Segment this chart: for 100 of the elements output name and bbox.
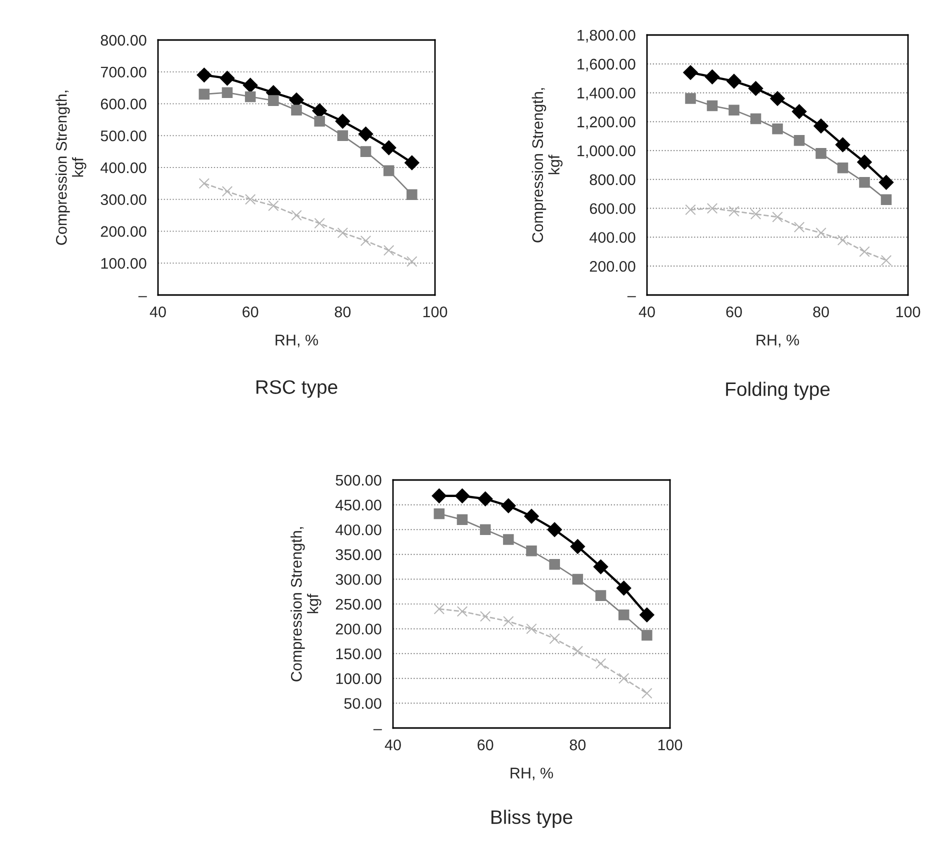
point: [878, 174, 894, 190]
point: [198, 88, 210, 100]
point: [478, 491, 493, 506]
point: [383, 244, 394, 256]
point: [880, 194, 892, 206]
point: [526, 623, 537, 634]
point: [685, 204, 696, 216]
point: [618, 610, 630, 620]
y-tick-label: 200.00: [590, 260, 636, 272]
x-tick-label: 60: [726, 306, 742, 318]
point: [337, 227, 348, 238]
point: [222, 186, 233, 197]
y-tick-label: –: [373, 729, 382, 730]
y-tick-label: 700.00: [100, 66, 146, 78]
point: [595, 590, 606, 601]
x-tick-label: 60: [478, 740, 494, 750]
point: [837, 162, 848, 174]
point: [859, 246, 870, 258]
y-tick-label: 300.00: [100, 194, 146, 206]
y-tick-label: 250.00: [336, 598, 382, 610]
point: [772, 212, 783, 222]
point: [814, 118, 828, 134]
y-tick-label: 400.00: [336, 524, 382, 536]
y-tick-label: 1,200.00: [578, 116, 636, 130]
y-tick-label: 500.00: [336, 474, 382, 486]
point: [406, 256, 418, 267]
point: [335, 114, 350, 129]
point: [220, 70, 235, 86]
y-tick-label: 400.00: [100, 162, 146, 174]
text: Folding type: [726, 382, 830, 400]
x-tick-label: 40: [384, 740, 401, 750]
point: [880, 254, 892, 266]
point: [728, 104, 740, 116]
point: [859, 176, 870, 188]
point: [570, 539, 586, 554]
y-tick-label: 200.00: [100, 226, 146, 237]
point: [706, 100, 718, 112]
point: [595, 658, 606, 669]
y-tick-label: 150.00: [336, 648, 382, 660]
point: [616, 580, 632, 596]
point: [337, 130, 348, 142]
point: [456, 514, 468, 526]
point: [434, 604, 445, 614]
y-axis-title: Compression Strength, kgf: [532, 88, 563, 242]
y-axis-title: Compression Strength, kgf: [56, 90, 86, 245]
x-tick-label: 80: [813, 306, 829, 318]
point: [432, 488, 447, 504]
point: [794, 135, 805, 146]
point: [572, 574, 584, 585]
point: [728, 206, 740, 217]
point: [501, 498, 516, 514]
y-tick-label: 1,400.00: [578, 88, 636, 100]
point: [750, 113, 762, 124]
point: [547, 522, 562, 537]
point: [360, 235, 372, 246]
x-tick-label: 100: [423, 306, 448, 318]
text: RSC type: [256, 380, 338, 398]
point: [816, 148, 826, 159]
x-tick-label: 80: [570, 740, 586, 750]
y-tick-label: –: [138, 296, 147, 298]
x-tick-label: 80: [334, 306, 351, 318]
point: [524, 508, 539, 524]
point: [748, 81, 764, 96]
y-tick-label: 100.00: [101, 258, 146, 269]
text: Bliss type: [491, 810, 572, 828]
y-tick-label: 800.00: [100, 34, 146, 46]
point: [792, 104, 807, 119]
point: [837, 234, 848, 246]
point: [480, 524, 491, 535]
point: [835, 137, 850, 152]
point: [456, 606, 468, 617]
point: [222, 87, 233, 98]
point: [406, 189, 418, 200]
point: [454, 488, 470, 504]
point: [549, 558, 560, 570]
y-tick-label: 300.00: [336, 574, 382, 585]
y-tick-label: 100.00: [336, 673, 382, 684]
point: [726, 74, 742, 89]
y-tick-label: 450.00: [336, 500, 382, 510]
x-tick-label: 40: [638, 306, 655, 318]
point: [291, 210, 302, 221]
point: [480, 611, 491, 622]
point: [381, 140, 396, 156]
x-axis-title: RH, %: [510, 768, 554, 780]
y-tick-label: 600.00: [100, 98, 146, 110]
y-tick-label: 350.00: [336, 549, 382, 560]
point: [314, 116, 325, 127]
point: [244, 194, 256, 205]
point: [242, 78, 258, 93]
y-tick-label: 1,800.00: [578, 30, 636, 42]
x-axis-title: RH, %: [756, 334, 800, 348]
point: [816, 228, 826, 238]
point: [358, 126, 374, 142]
y-tick-label: 200.00: [336, 624, 382, 634]
point: [683, 65, 698, 80]
point: [383, 165, 394, 176]
point: [549, 633, 560, 644]
y-tick-label: –: [627, 296, 636, 298]
point: [685, 93, 696, 104]
point: [404, 155, 420, 170]
